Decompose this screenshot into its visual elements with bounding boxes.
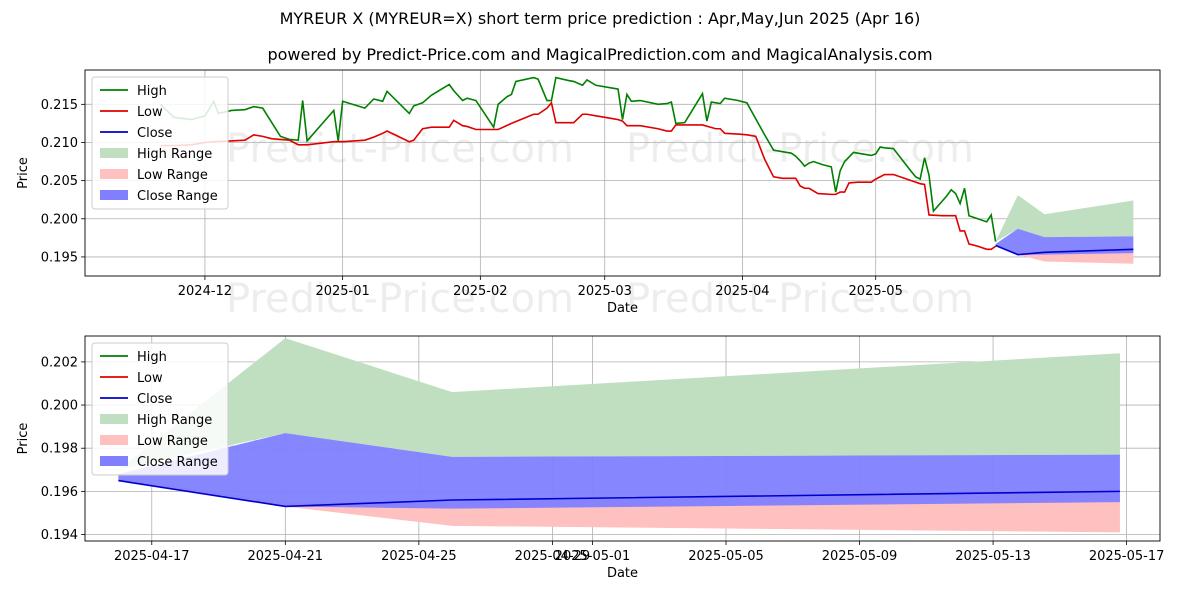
x-tick-label: 2025-03 bbox=[578, 284, 632, 299]
plot-frame bbox=[84, 335, 1161, 542]
close-range-band bbox=[995, 228, 1134, 255]
legend-swatch-high-range bbox=[100, 148, 128, 158]
x-tick-label: 2025-05-17 bbox=[1089, 549, 1165, 564]
x-tick-label: 2025-05-13 bbox=[955, 549, 1031, 564]
x-tick-label: 2025-04-21 bbox=[248, 549, 324, 564]
x-tick-label: 2025-01 bbox=[315, 284, 369, 299]
legend-swatch-low-range bbox=[100, 169, 128, 179]
legend-swatch-close-range bbox=[100, 456, 128, 466]
high-range-band bbox=[118, 338, 1120, 470]
y-axis-label: Price bbox=[16, 423, 31, 455]
y-tick-label: 0.196 bbox=[41, 485, 78, 500]
legend-label-low-range: Low Range bbox=[137, 434, 208, 449]
legend-label-high: High bbox=[137, 350, 167, 365]
y-tick-label: 0.194 bbox=[41, 528, 78, 543]
x-tick-label: 2025-05-09 bbox=[822, 549, 898, 564]
legend-swatch-low-range bbox=[100, 435, 128, 445]
legend-label-high-range: High Range bbox=[137, 147, 212, 162]
x-tick-label: 2024-12 bbox=[178, 284, 232, 299]
y-tick-label: 0.200 bbox=[41, 399, 78, 414]
y-tick-label: 0.215 bbox=[41, 98, 78, 113]
close-range-band bbox=[118, 433, 1120, 509]
legend-label-close-range: Close Range bbox=[137, 455, 218, 470]
legend-label-close: Close bbox=[137, 126, 172, 141]
y-tick-label: 0.210 bbox=[41, 136, 78, 151]
watermark: Predict-Price.com bbox=[226, 126, 574, 172]
x-tick-label: 2025-04-25 bbox=[381, 549, 457, 564]
plot-frame bbox=[84, 69, 1161, 277]
x-axis-label: Date bbox=[607, 301, 638, 316]
watermark: Predict-Price.com bbox=[226, 276, 574, 322]
y-axis-label: Price bbox=[16, 157, 31, 189]
y-tick-label: 0.205 bbox=[41, 174, 78, 189]
y-tick-label: 0.200 bbox=[41, 212, 78, 227]
close-series-line bbox=[118, 479, 1120, 508]
legend-label-low: Low bbox=[137, 371, 163, 386]
low-range-band bbox=[995, 245, 1134, 264]
plot-area bbox=[159, 76, 1134, 264]
legend-label-close: Close bbox=[137, 392, 172, 407]
y-tick-label: 0.198 bbox=[41, 442, 78, 457]
x-tick-label: 2025-05-05 bbox=[688, 549, 764, 564]
chart-subtitle: powered by Predict-Price.com and Magical… bbox=[267, 45, 933, 64]
x-tick-label: 2025-02 bbox=[453, 284, 507, 299]
legend-swatch-high-range bbox=[100, 414, 128, 424]
x-tick-label: 2025-04-29 bbox=[515, 549, 591, 564]
x-tick-label: 2025-05 bbox=[849, 284, 903, 299]
legend-label-close-range: Close Range bbox=[137, 189, 218, 204]
y-tick-label: 0.195 bbox=[41, 250, 78, 265]
high-series-line bbox=[159, 76, 997, 242]
y-tick-label: 0.202 bbox=[41, 355, 78, 370]
legend-label-high-range: High Range bbox=[137, 413, 212, 428]
x-tick-label: 2025-04 bbox=[715, 284, 769, 299]
legend-swatch-close-range bbox=[100, 190, 128, 200]
legend-label-low: Low bbox=[137, 105, 163, 120]
x-tick-label: 2025-05-01 bbox=[555, 549, 631, 564]
close-series-line bbox=[995, 244, 1134, 256]
high-range-band bbox=[995, 195, 1134, 242]
legend-label-low-range: Low Range bbox=[137, 168, 208, 183]
chart-title: MYREUR X (MYREUR=X) short term price pre… bbox=[279, 9, 921, 28]
x-tick-label: 2025-04-17 bbox=[114, 549, 190, 564]
x-axis-label: Date bbox=[607, 566, 638, 581]
plot-area bbox=[118, 338, 1120, 533]
low-series-line bbox=[160, 101, 997, 251]
legend-label-high: High bbox=[137, 84, 167, 99]
watermark: Predict-Price.com bbox=[626, 276, 974, 322]
watermark: Predict-Price.com bbox=[626, 126, 974, 172]
